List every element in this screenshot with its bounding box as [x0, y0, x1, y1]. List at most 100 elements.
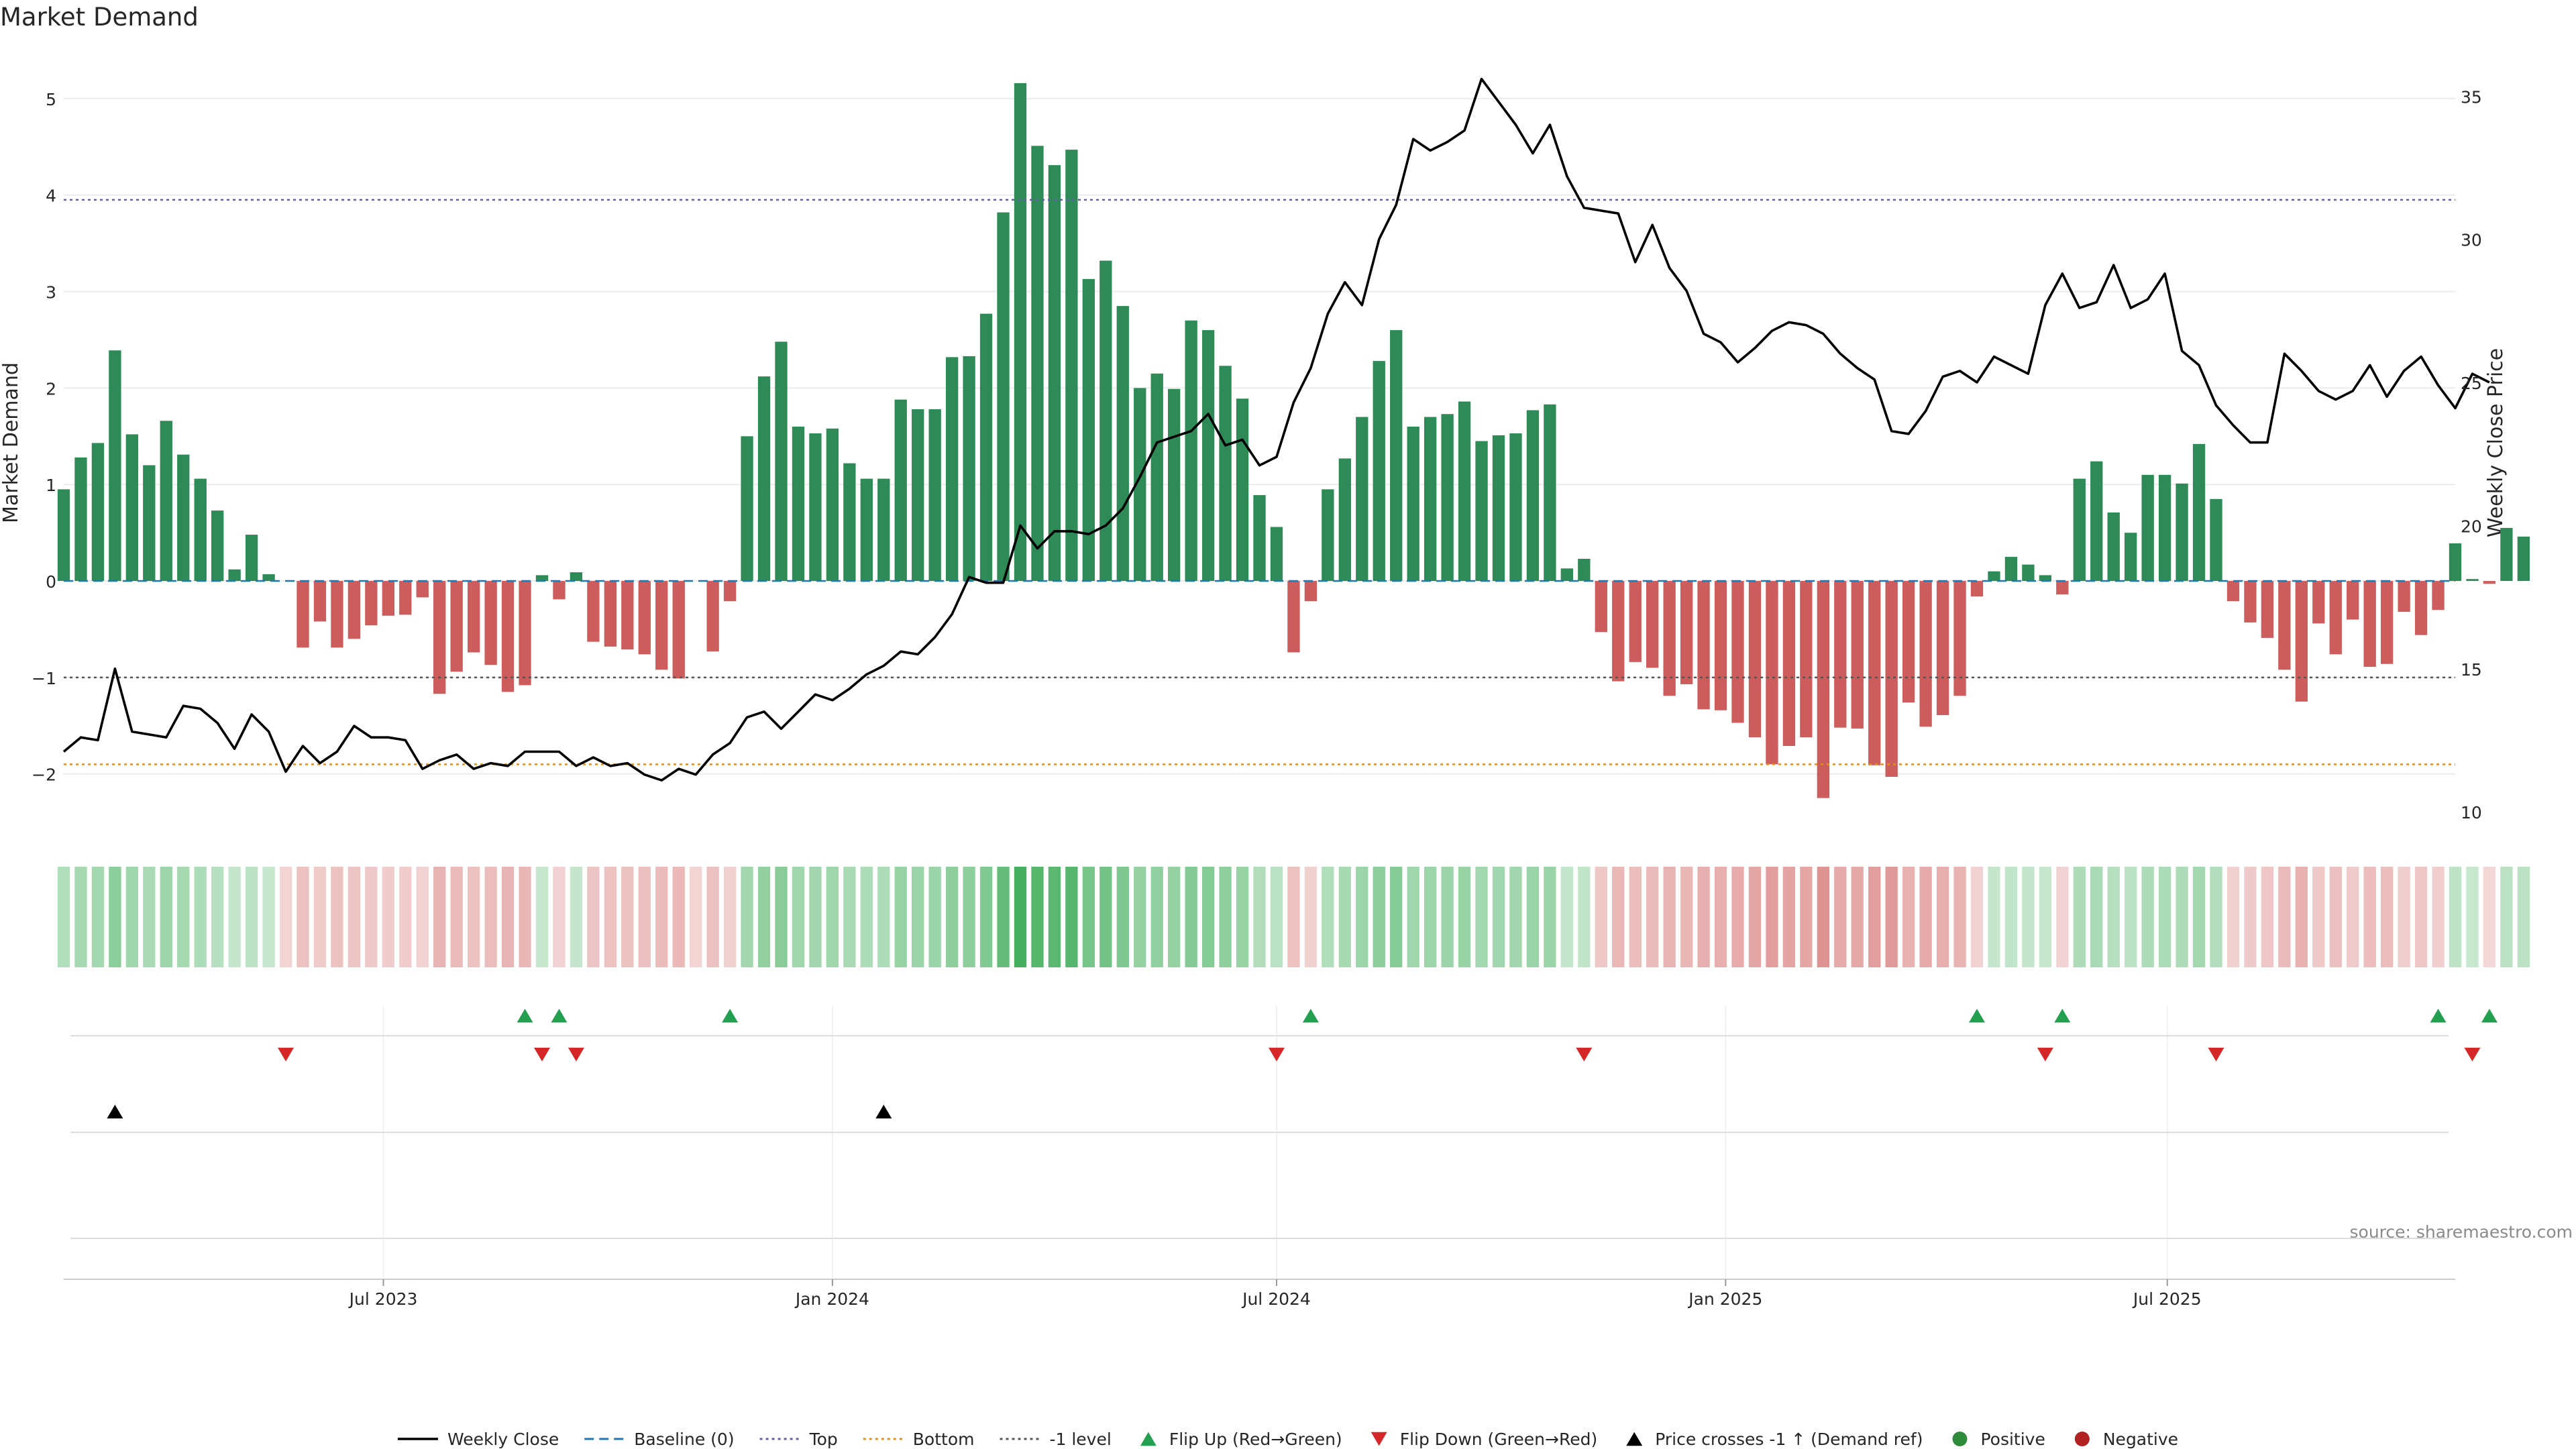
- reference-lines: [64, 199, 2455, 765]
- legend-item-7: Price crosses -1 ↑ (Demand ref): [1626, 1430, 1923, 1449]
- demand-bar-35: [655, 581, 668, 670]
- demand-bar-133: [2329, 581, 2342, 655]
- demand-bar-113: [1988, 571, 2000, 582]
- y-left-tick-label-3: 1: [46, 476, 56, 495]
- demand-bar-94: [1663, 581, 1676, 696]
- heat-cell-98: [1731, 867, 1744, 967]
- demand-bar-8: [194, 478, 207, 582]
- demand-bar-16: [331, 581, 343, 648]
- demand-bar-43: [792, 426, 805, 582]
- heat-cell-138: [2414, 867, 2428, 967]
- y-axis-right: 10 15 20 25 30 35: [2461, 87, 2482, 822]
- y-right-tick-label-2: 20: [2461, 517, 2482, 536]
- demand-bar-46: [843, 463, 856, 582]
- heat-cell-51: [928, 867, 941, 967]
- heat-cell-56: [1014, 867, 1027, 967]
- x-tick-label-1: Jan 2024: [794, 1289, 869, 1309]
- heat-cell-53: [963, 867, 975, 967]
- demand-bar-115: [2022, 564, 2035, 582]
- heat-cell-46: [843, 867, 856, 967]
- demand-bar-93: [1646, 581, 1659, 668]
- demand-bar-4: [125, 434, 139, 582]
- heat-cell-57: [1031, 867, 1044, 967]
- heat-cell-1: [74, 867, 87, 967]
- heat-cell-144: [2517, 867, 2530, 967]
- demand-bar-14: [297, 581, 309, 648]
- demand-bar-75: [1338, 458, 1351, 582]
- demand-bar-97: [1714, 581, 1727, 710]
- heat-cell-20: [399, 867, 412, 967]
- heat-cell-79: [1407, 867, 1419, 967]
- legend-symbol-9: [2074, 1432, 2090, 1446]
- demand-bar-84: [1492, 435, 1505, 582]
- heat-cell-23: [450, 867, 463, 967]
- demand-bar-98: [1731, 581, 1744, 723]
- demand-bar-138: [2414, 581, 2428, 635]
- heat-cell-63: [1134, 867, 1146, 967]
- demand-bar-7: [177, 454, 190, 582]
- heat-cell-68: [1219, 867, 1232, 967]
- flip-down-marker-5: [2037, 1047, 2053, 1062]
- demand-bar-90: [1595, 581, 1607, 633]
- demand-bar-47: [860, 478, 873, 582]
- heat-cell-49: [894, 867, 907, 967]
- y-left-tick-label-6: 4: [46, 186, 56, 206]
- demand-bar-72: [1287, 581, 1300, 653]
- heat-cell-95: [1680, 867, 1693, 967]
- demand-bar-31: [587, 581, 600, 642]
- heat-cell-116: [2039, 867, 2052, 967]
- demand-bar-48: [877, 478, 890, 582]
- heat-cell-13: [279, 867, 292, 967]
- demand-bar-53: [963, 356, 975, 582]
- heat-cell-142: [2483, 867, 2496, 967]
- demand-bar-83: [1475, 441, 1488, 582]
- flip-up-marker-0: [517, 1008, 533, 1023]
- demand-bar-44: [809, 433, 822, 582]
- x-tick-label-0: Jul 2023: [348, 1289, 418, 1309]
- demand-bar-136: [2380, 581, 2394, 664]
- heat-cell-55: [997, 867, 1010, 967]
- y-axis-left-label: Market Demand: [0, 362, 23, 523]
- demand-bar-143: [2500, 527, 2513, 582]
- heat-cell-101: [1782, 867, 1796, 967]
- demand-bar-128: [2244, 581, 2257, 623]
- heat-cell-109: [1919, 867, 1932, 967]
- heat-cell-113: [1988, 867, 2000, 967]
- demand-bar-126: [2210, 498, 2222, 582]
- heat-cell-15: [313, 867, 327, 967]
- heat-cell-114: [2004, 867, 2018, 967]
- heat-cell-25: [484, 867, 497, 967]
- demand-bar-65: [1168, 388, 1181, 582]
- flip-down-marker-6: [2208, 1047, 2224, 1062]
- flip-up-marker-1: [551, 1008, 568, 1023]
- legend-label-7: Price crosses -1 ↑ (Demand ref): [1655, 1430, 1923, 1449]
- demand-bar-34: [638, 581, 651, 655]
- heat-cell-17: [347, 867, 361, 967]
- price-cross-panel: [70, 1104, 2449, 1133]
- legend-label-2: Top: [809, 1430, 838, 1449]
- demand-bar-20: [399, 581, 412, 615]
- demand-bar-54: [979, 313, 993, 582]
- heat-cell-86: [1526, 867, 1540, 967]
- heat-cell-118: [2073, 867, 2086, 967]
- flip-down-marker-1: [534, 1047, 550, 1062]
- demand-bar-124: [2176, 483, 2188, 582]
- demand-bar-58: [1048, 165, 1061, 582]
- legend-item-1: Baseline (0): [584, 1430, 735, 1449]
- flip-down-marker-3: [1268, 1047, 1285, 1062]
- heat-cell-34: [638, 867, 651, 967]
- demand-bar-131: [2295, 581, 2308, 702]
- heat-cell-97: [1714, 867, 1727, 967]
- demand-bar-76: [1356, 417, 1368, 582]
- heat-cell-29: [553, 867, 566, 967]
- heat-cell-140: [2449, 867, 2462, 967]
- demand-bar-125: [2192, 443, 2206, 582]
- heat-cell-92: [1629, 867, 1642, 967]
- heat-cell-111: [1953, 867, 1966, 967]
- flip-up-marker-5: [2054, 1008, 2071, 1023]
- heat-cell-31: [587, 867, 600, 967]
- demand-bar-111: [1953, 581, 1966, 696]
- heat-cell-58: [1048, 867, 1061, 967]
- heat-cell-127: [2226, 867, 2240, 967]
- heat-cell-136: [2380, 867, 2394, 967]
